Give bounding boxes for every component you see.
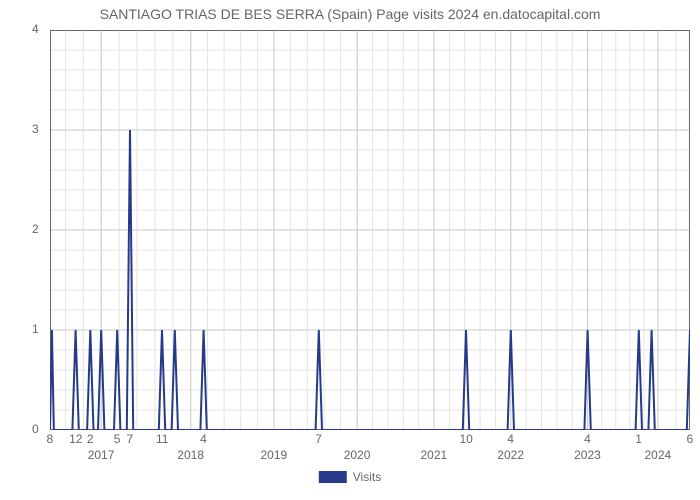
x-sub-label: 8: [47, 432, 54, 446]
legend: Visits: [319, 470, 381, 484]
x-year-label: 2022: [497, 448, 524, 462]
x-sub-label: 7: [127, 432, 134, 446]
y-tick-label: 0: [32, 422, 39, 436]
x-sub-label: 1: [635, 432, 642, 446]
chart-plot: [50, 30, 690, 430]
x-year-label: 2024: [645, 448, 672, 462]
x-sub-label: 5: [114, 432, 121, 446]
x-year-label: 2021: [421, 448, 448, 462]
x-sub-label: 12: [69, 432, 82, 446]
x-year-label: 2023: [574, 448, 601, 462]
x-sub-label: 4: [584, 432, 591, 446]
x-year-label: 2018: [177, 448, 204, 462]
x-sub-label: 4: [200, 432, 207, 446]
x-year-label: 2019: [261, 448, 288, 462]
x-sub-label: 6: [687, 432, 694, 446]
x-sub-label: 10: [460, 432, 473, 446]
legend-label: Visits: [353, 470, 381, 484]
y-tick-label: 2: [32, 222, 39, 236]
y-tick-label: 4: [32, 22, 39, 36]
x-year-label: 2020: [344, 448, 371, 462]
y-tick-label: 3: [32, 122, 39, 136]
legend-swatch: [319, 471, 347, 483]
x-sub-label: 4: [507, 432, 514, 446]
x-sub-label: 2: [87, 432, 94, 446]
chart-title: SANTIAGO TRIAS DE BES SERRA (Spain) Page…: [0, 6, 700, 22]
y-tick-label: 1: [32, 322, 39, 336]
x-year-label: 2017: [88, 448, 115, 462]
x-sub-label: 7: [315, 432, 322, 446]
x-sub-label: 11: [156, 432, 168, 446]
